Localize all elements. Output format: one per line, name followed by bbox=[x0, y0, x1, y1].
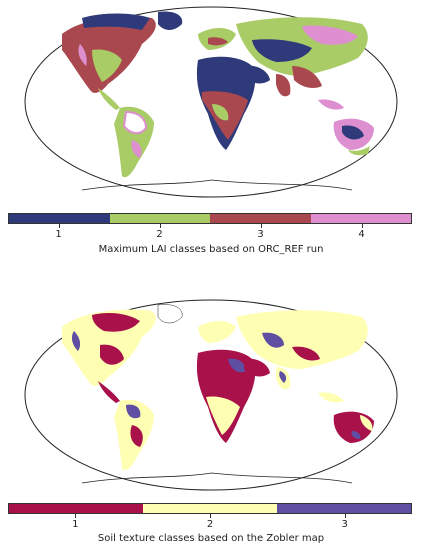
soil-colorbar-ticks: 1 2 3 bbox=[8, 514, 412, 530]
lai-colorbar-ticks: 1 2 3 4 bbox=[8, 224, 412, 240]
soil-class-3-swatch bbox=[277, 504, 411, 513]
soil-tick-label: 3 bbox=[341, 519, 348, 530]
arabia bbox=[244, 358, 270, 377]
soil-tick-label: 1 bbox=[72, 519, 79, 530]
soil-colorbar bbox=[8, 503, 412, 514]
lai-class-3-swatch bbox=[210, 214, 311, 223]
lai-colorbar bbox=[8, 213, 412, 224]
soil-world-map bbox=[24, 299, 398, 491]
asia bbox=[236, 310, 368, 369]
soil-tick-label: 2 bbox=[206, 519, 214, 530]
lai-tick-label: 2 bbox=[156, 229, 163, 240]
antarctica bbox=[81, 472, 353, 484]
lai-tick-label: 3 bbox=[257, 229, 264, 240]
india bbox=[276, 74, 291, 97]
antarctica bbox=[81, 179, 353, 191]
lai-land bbox=[62, 11, 374, 191]
soil-class-1-swatch bbox=[9, 504, 143, 513]
lai-colorbar-label: Maximum LAI classes based on ORC_REF run bbox=[98, 244, 324, 255]
lai-tick-label: 4 bbox=[358, 229, 365, 240]
soil-land bbox=[62, 304, 374, 484]
africa bbox=[196, 349, 256, 443]
greenland bbox=[157, 304, 183, 324]
soil-colorbar-label: Soil texture classes based on the Zobler… bbox=[97, 533, 325, 544]
lai-panel: 1 2 3 4 Maximum LAI classes based on ORC… bbox=[0, 0, 422, 270]
europe bbox=[198, 321, 236, 343]
greenland bbox=[158, 11, 183, 30]
lai-world-map bbox=[24, 6, 398, 198]
lai-tick-label: 1 bbox=[55, 229, 62, 240]
arabia bbox=[244, 65, 270, 84]
lai-class-1-swatch bbox=[9, 214, 110, 223]
soil-panel: 1 2 3 Soil texture classes based on the … bbox=[0, 285, 422, 550]
lai-class-2-swatch bbox=[109, 214, 210, 223]
lai-class-4-swatch bbox=[310, 214, 411, 223]
soil-class-2-swatch bbox=[143, 504, 277, 513]
